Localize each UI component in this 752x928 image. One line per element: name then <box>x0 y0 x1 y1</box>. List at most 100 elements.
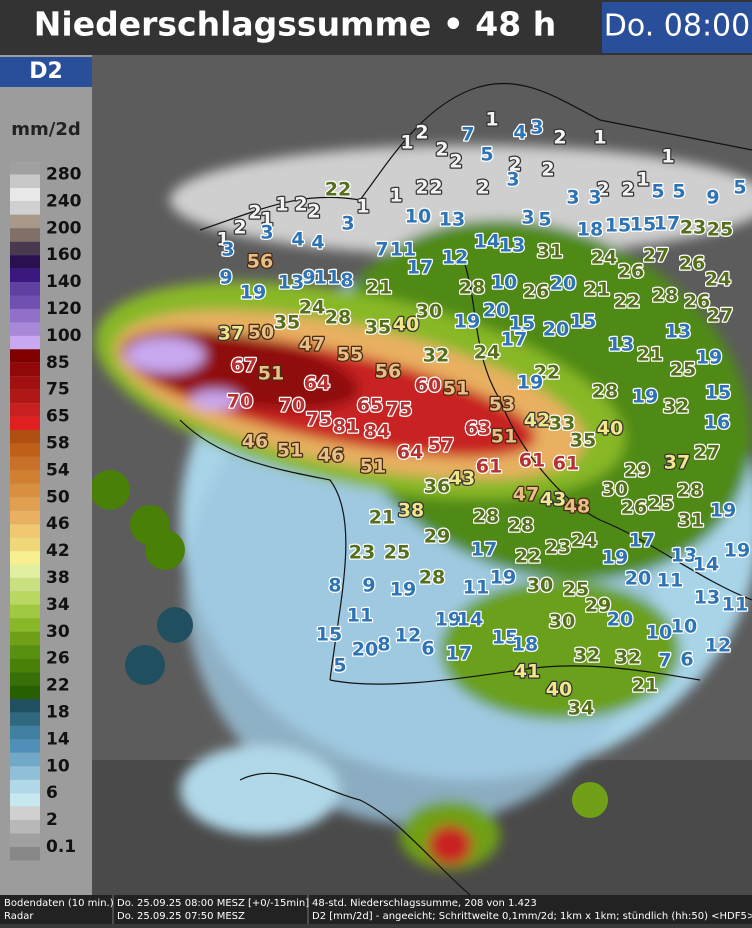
station-value: 29 <box>424 526 450 548</box>
station-value: 32 <box>663 396 689 418</box>
station-value: 20 <box>352 639 378 661</box>
legend-swatch <box>10 510 40 525</box>
station-cell <box>572 782 608 818</box>
station-value: 24 <box>591 247 617 269</box>
border <box>199 82 752 231</box>
legend-swatch <box>10 779 40 794</box>
legend-swatch <box>10 335 40 350</box>
station-value: 2 <box>476 177 489 199</box>
station-value: 30 <box>416 301 442 323</box>
station-value: 6 <box>421 638 434 660</box>
time-badge <box>602 2 752 53</box>
legend-swatch <box>10 524 40 538</box>
station-value: 37 <box>664 452 690 474</box>
station-value: 15 <box>705 382 731 404</box>
station-value: 7 <box>461 124 474 146</box>
station-value: 1 <box>593 127 606 149</box>
station-value: 19 <box>240 282 266 304</box>
station-value: 13 <box>499 235 525 257</box>
station-cell <box>90 470 130 510</box>
station-value: 12 <box>442 247 468 269</box>
footer-text: 48-std. Niederschlagssumme, 208 von 1.42… <box>312 898 537 909</box>
legend-label: 58 <box>46 433 70 453</box>
legend-label: 100 <box>46 326 82 346</box>
legend-swatch <box>10 322 40 336</box>
legend-label: 18 <box>46 702 70 722</box>
station-value: 1 <box>636 169 649 191</box>
legend-swatch <box>10 403 40 417</box>
station-value: 5 <box>733 177 746 199</box>
station-value: 13 <box>665 321 691 343</box>
border <box>329 665 701 685</box>
footer-text: Do. 25.09.25 08:00 MESZ [+0/-15min] <box>117 898 309 909</box>
station-value: 40 <box>393 314 419 336</box>
legend-swatch <box>10 470 40 484</box>
legend-swatch <box>10 416 40 430</box>
legend-swatch <box>10 443 40 457</box>
station-value: 64 <box>304 373 330 395</box>
station-value: 1 <box>400 132 413 154</box>
station-value: 30 <box>527 575 553 597</box>
legend-swatch <box>10 725 40 740</box>
station-value: 11 <box>657 570 683 592</box>
station-value: 26 <box>684 291 710 313</box>
station-value: 30 <box>602 479 628 501</box>
station-value: 35 <box>365 317 391 339</box>
station-value: 70 <box>227 391 253 413</box>
footer-text: D2 [mm/2d] - angeeicht; Schrittweite 0,1… <box>312 911 752 922</box>
legend-label: 160 <box>46 245 82 265</box>
station-value: 33 <box>549 413 575 435</box>
station-value: 35 <box>274 312 300 334</box>
legend-label: 22 <box>46 676 70 696</box>
legend-swatch <box>10 820 40 834</box>
station-value: 22 <box>534 362 560 384</box>
station-value: 63 <box>465 418 491 440</box>
station-value: 13 <box>694 587 720 609</box>
station-value: 48 <box>564 496 590 518</box>
station-value: 5 <box>651 181 664 203</box>
legend-swatch <box>10 551 40 565</box>
legend-label: 38 <box>46 568 70 588</box>
station-value: 53 <box>489 394 515 416</box>
station-value: 8 <box>340 270 353 292</box>
station-value: 3 <box>566 187 579 209</box>
station-value: 15 <box>492 627 518 649</box>
station-value: 26 <box>523 281 549 303</box>
station-value: 51 <box>443 378 469 400</box>
station-value: 11 <box>314 267 340 289</box>
station-value: 51 <box>360 456 386 478</box>
station-value: 43 <box>540 489 566 511</box>
legend-label: 2 <box>46 810 58 830</box>
station-value: 34 <box>568 698 594 720</box>
station-value: 2 <box>449 151 462 173</box>
station-value: 20 <box>483 300 509 322</box>
legend-swatch <box>10 833 40 847</box>
station-value: 22 <box>515 546 541 568</box>
station-value: 3 <box>521 207 534 229</box>
station-value: 24 <box>299 297 325 319</box>
station-value: 15 <box>316 624 342 646</box>
station-value: 5 <box>672 181 685 203</box>
station-value: 12 <box>705 635 731 657</box>
station-value: 17 <box>471 539 497 561</box>
station-value: 19 <box>696 347 722 369</box>
station-value: 18 <box>577 219 603 241</box>
ground-stations-hex <box>90 470 608 818</box>
station-value: 15 <box>630 214 656 236</box>
station-value: 5 <box>538 209 551 231</box>
legend-label: 120 <box>46 299 82 319</box>
station-value: 1 <box>389 185 402 207</box>
time: Do. 08:00 <box>604 9 750 44</box>
station-value: 19 <box>602 547 628 569</box>
station-value: 3 <box>260 222 273 244</box>
station-value: 19 <box>454 311 480 333</box>
station-value: 75 <box>386 399 412 421</box>
station-value: 43 <box>449 468 475 490</box>
station-value: 40 <box>597 418 623 440</box>
station-value: 20 <box>625 568 651 590</box>
station-value: 1 <box>661 146 674 168</box>
precip-purple <box>125 337 205 373</box>
legend-label: 240 <box>46 191 82 211</box>
